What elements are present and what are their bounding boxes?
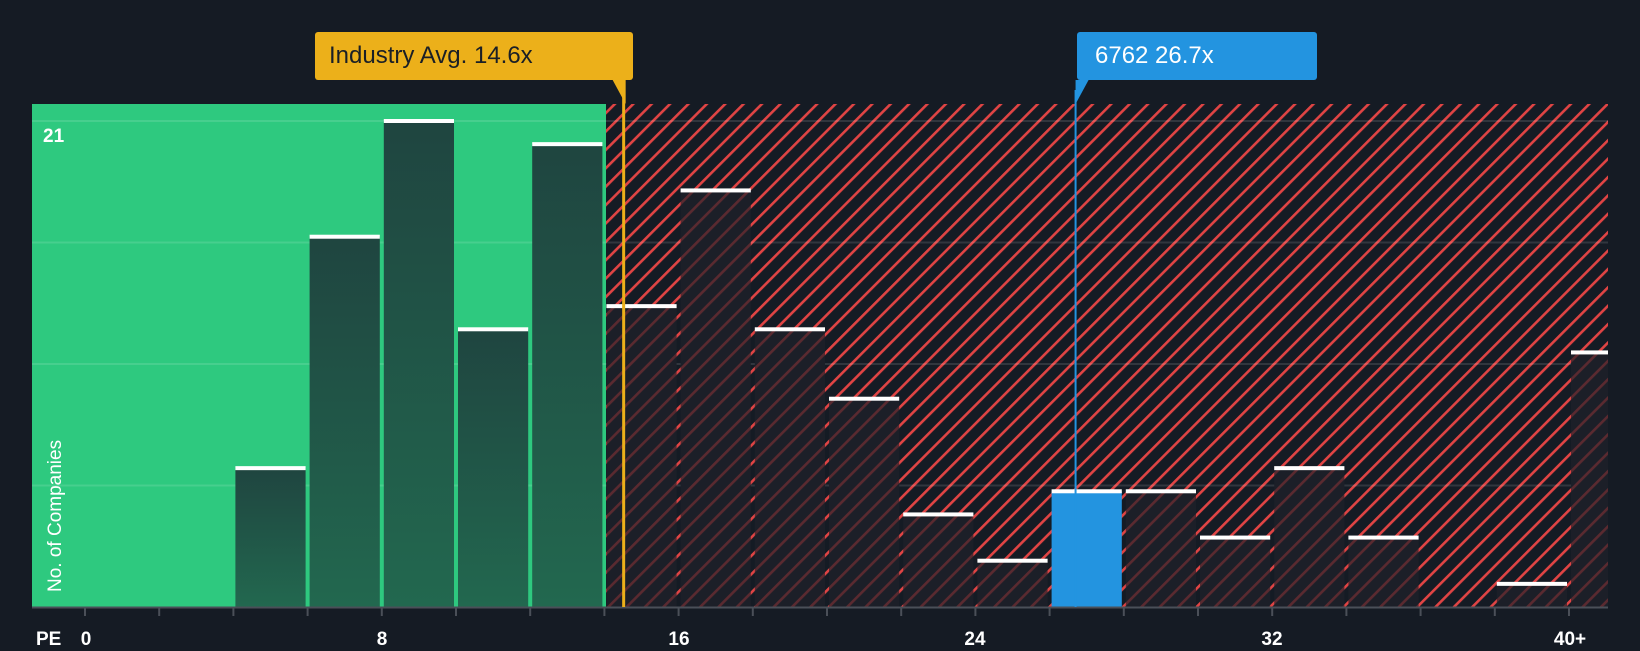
x-tick-40-plus: 40+ (1553, 629, 1587, 650)
histogram-bar (458, 327, 529, 607)
x-tick-24: 24 (964, 629, 986, 650)
histogram-bar (680, 188, 751, 607)
company-pe-label: 6762 26.7x (1077, 32, 1317, 80)
histogram-bar (532, 142, 603, 607)
histogram-bar (1571, 350, 1608, 607)
histogram-bar (829, 396, 900, 607)
histogram-bar (235, 466, 306, 607)
x-tick-0: 0 (80, 629, 92, 650)
histogram-bar (1496, 581, 1567, 607)
histogram-bar (1200, 535, 1271, 607)
histogram-bar (1051, 489, 1122, 607)
company-pe-text: 6762 26.7x (1095, 42, 1214, 69)
company-label-pointer (1075, 80, 1089, 104)
histogram-bar (606, 304, 677, 607)
x-tick-32: 32 (1261, 629, 1283, 650)
x-axis-ticks (84, 608, 1570, 616)
histogram-bar (309, 234, 380, 607)
x-tick-16: 16 (668, 629, 690, 650)
histogram-bar (1348, 535, 1419, 607)
y-axis-title: No. of Companies (45, 439, 66, 592)
histogram-bar (754, 327, 825, 607)
histogram-bar (1274, 466, 1345, 607)
industry-average-text: Industry Avg. 14.6x (329, 42, 533, 69)
bars (235, 119, 1608, 607)
x-axis-title: PE (36, 629, 62, 650)
industry-average-label: Industry Avg. 14.6x (315, 32, 633, 80)
histogram-bar (903, 512, 974, 607)
histogram-bar (977, 558, 1048, 607)
histogram-bar (383, 119, 454, 607)
histogram-bar (1125, 489, 1196, 607)
y-axis-max-label: 21 (43, 126, 65, 147)
x-tick-8: 8 (376, 629, 388, 650)
industry-label-pointer (612, 80, 626, 104)
